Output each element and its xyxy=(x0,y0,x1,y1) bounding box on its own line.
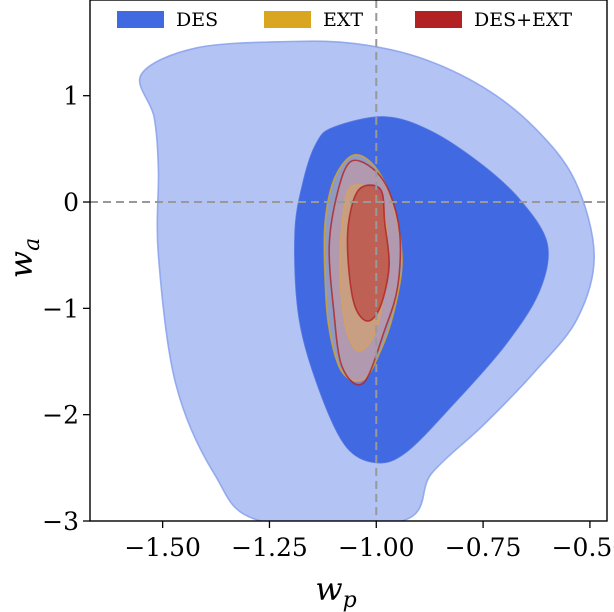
y-tick-label: −2 xyxy=(42,401,79,430)
y-axis-label: wa xyxy=(2,238,45,279)
x-tick-label: −1.50 xyxy=(124,533,201,562)
x-axis: −1.50 −1.25 −1.00 −0.75 −0.50 xyxy=(124,521,614,562)
x-tick-label: −0.50 xyxy=(552,533,614,562)
contour-layer xyxy=(138,40,596,521)
legend: DES EXT DES+EXT xyxy=(117,9,572,31)
y-tick-label: 1 xyxy=(63,82,79,111)
legend-swatch-ext xyxy=(264,11,311,28)
reference-lines xyxy=(90,0,607,521)
y-tick-label: −1 xyxy=(42,294,79,323)
x-tick-label: −1.25 xyxy=(231,533,308,562)
legend-label-des-ext: DES+EXT xyxy=(474,9,572,31)
y-tick-label: −3 xyxy=(42,507,79,536)
x-tick-label: −0.75 xyxy=(445,533,522,562)
legend-swatch-des-ext xyxy=(415,11,462,28)
plot-frame xyxy=(89,0,608,522)
y-axis: −3 −2 −1 0 1 xyxy=(42,82,90,536)
des-ext-contour-68pct xyxy=(346,184,390,322)
y-tick-label: 0 xyxy=(63,188,79,217)
x-tick-label: −1.00 xyxy=(338,533,415,562)
x-axis-label: wp xyxy=(315,570,356,612)
legend-label-des: DES xyxy=(176,9,218,31)
legend-label-ext: EXT xyxy=(323,9,363,31)
series-des-ext xyxy=(328,159,402,386)
legend-swatch-des xyxy=(117,11,164,28)
